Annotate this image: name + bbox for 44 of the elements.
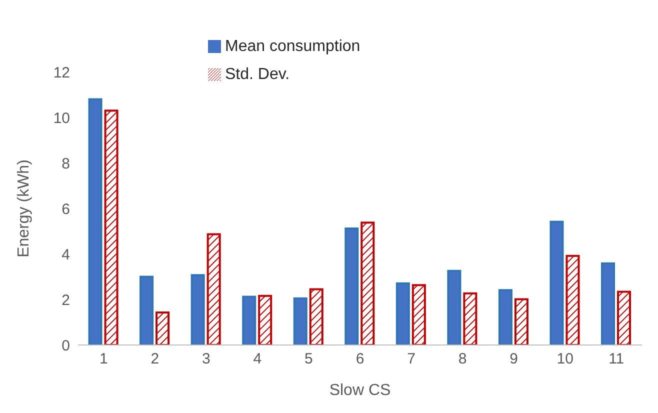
- x-tick-label: 3: [202, 350, 210, 368]
- bar: [514, 298, 528, 345]
- y-tick-label: 0: [62, 337, 70, 354]
- x-axis-title: Slow CS: [329, 382, 391, 399]
- x-tick-label: 6: [356, 350, 364, 368]
- bar: [344, 228, 359, 345]
- y-tick-label: 12: [53, 64, 70, 82]
- bar: [140, 276, 154, 345]
- y-tick-label: 4: [62, 246, 70, 264]
- bar: [566, 254, 580, 345]
- bar: [242, 296, 256, 345]
- y-tick-label: 10: [53, 110, 70, 127]
- x-tick-label: 8: [458, 350, 467, 368]
- bar: [617, 290, 632, 345]
- bar: [206, 233, 221, 345]
- legend-label: Mean consumption: [225, 38, 360, 55]
- x-tick-label: 7: [407, 350, 416, 368]
- bar: [601, 262, 616, 345]
- x-tick-label: 5: [304, 350, 313, 368]
- x-tick-label: 11: [608, 350, 624, 368]
- bar: [463, 292, 478, 345]
- bar: [190, 274, 205, 345]
- x-tick-label: 4: [253, 350, 262, 368]
- bar: [360, 222, 375, 345]
- bar: [447, 270, 462, 345]
- bar: [293, 297, 308, 345]
- bar: [309, 288, 324, 345]
- bar: [396, 282, 410, 345]
- y-tick-label: 8: [62, 155, 70, 172]
- legend-label: Std. Dev.: [225, 66, 290, 83]
- y-tick-label: 6: [62, 200, 70, 218]
- y-axis-title: Energy (kWh): [16, 160, 33, 258]
- bar: [412, 284, 426, 345]
- bar: [498, 289, 512, 345]
- bar: [258, 294, 272, 345]
- y-tick-label: 2: [62, 292, 70, 309]
- bar: [104, 110, 118, 345]
- bar: [156, 311, 170, 345]
- x-tick-label: 1: [99, 350, 108, 368]
- x-tick-label: 2: [150, 350, 160, 368]
- x-tick-label: 10: [556, 350, 574, 368]
- x-tick-label: 9: [510, 350, 518, 368]
- bar: [550, 220, 564, 345]
- bar: [88, 98, 102, 345]
